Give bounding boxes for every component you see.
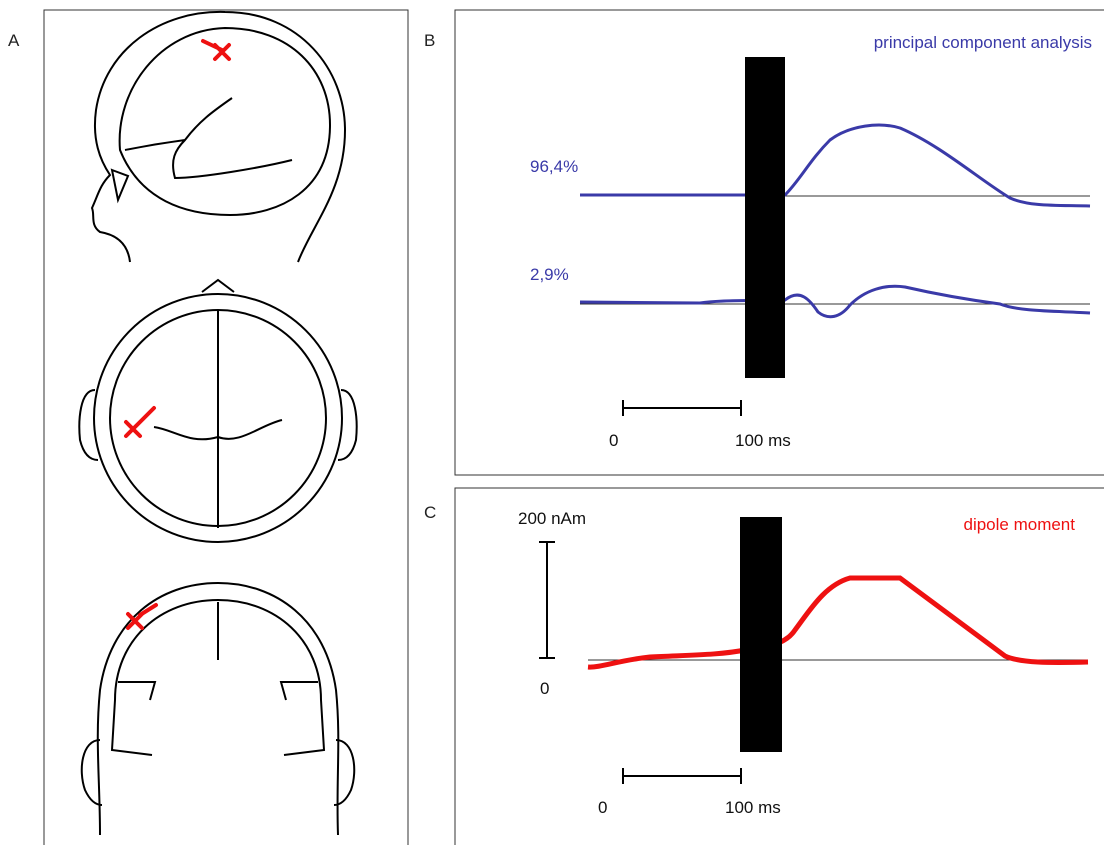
panel-title: dipole moment (963, 515, 1075, 534)
panel-title: principal component analysis (874, 33, 1092, 52)
trace (588, 578, 1088, 667)
time-scale-bar (623, 400, 741, 416)
scale-label: 0 (598, 798, 607, 817)
panel-label: A (8, 31, 20, 50)
figure: A B principal component analysis 96,4% 2… (0, 0, 1104, 845)
top-view-head (79, 280, 356, 542)
component-label: 96,4% (530, 157, 578, 176)
scale-label: 100 ms (735, 431, 791, 450)
time-scale-bar (623, 768, 741, 784)
trace (580, 125, 1090, 206)
scale-label: 100 ms (725, 798, 781, 817)
back-view-head (82, 583, 355, 835)
panel-label: B (424, 31, 435, 50)
artifact-bar (740, 517, 782, 752)
component-label: 2,9% (530, 265, 569, 284)
trace (580, 286, 1090, 316)
amplitude-scale-bar (539, 542, 555, 658)
amplitude-label: 200 nAm (518, 509, 586, 528)
panel-label: C (424, 503, 436, 522)
amplitude-label: 0 (540, 679, 549, 698)
artifact-bar (745, 57, 785, 378)
side-view-head (92, 12, 345, 262)
scale-label: 0 (609, 431, 618, 450)
